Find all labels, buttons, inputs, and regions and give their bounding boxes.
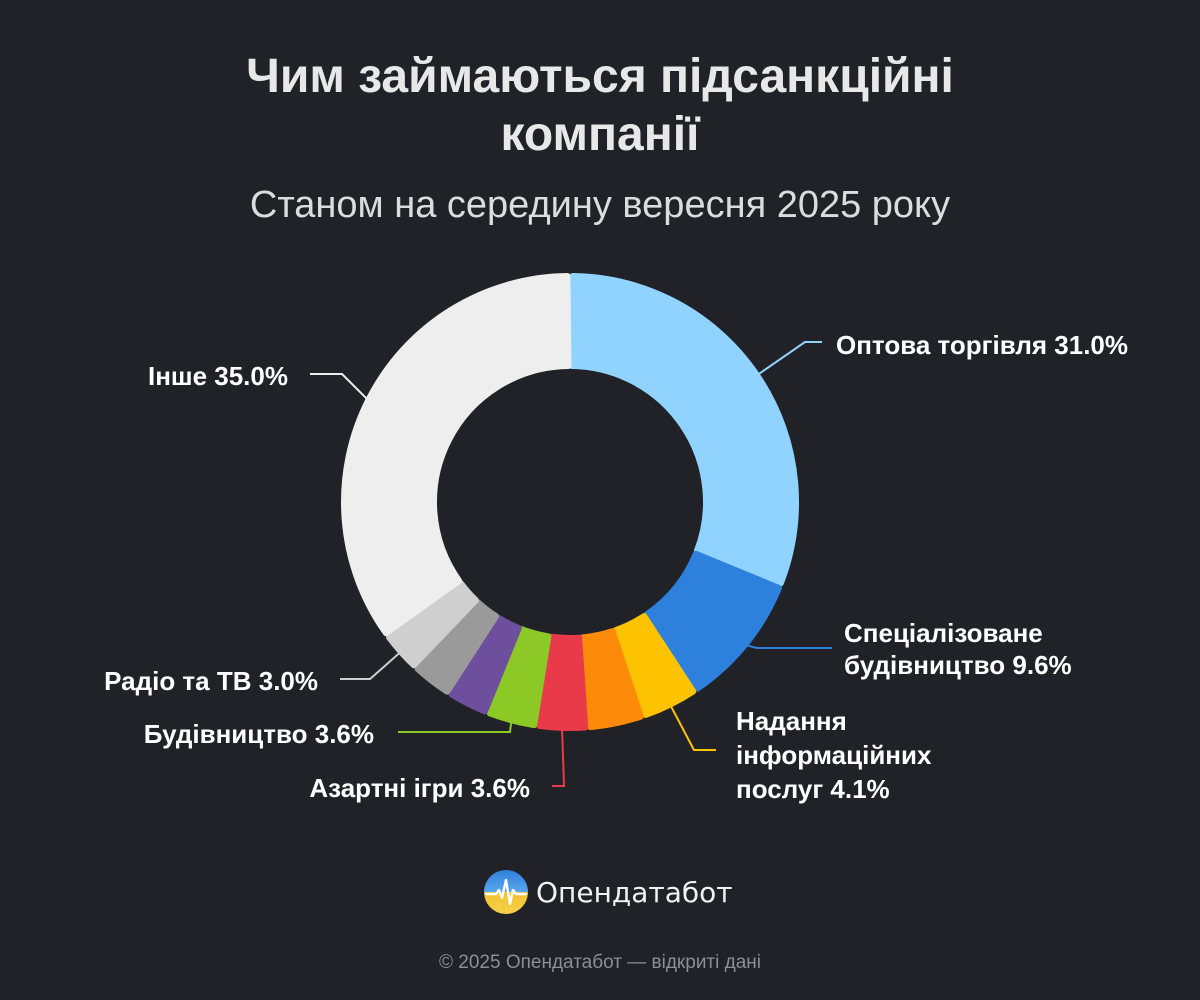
slice-будівництво [486,626,552,729]
slice-азартні-ігри [536,633,589,731]
leader-line-азартні-ігри [552,729,566,787]
slice-інше [341,273,572,637]
chart-subtitle: Станом на середину вересня 2025 року [249,184,951,226]
chart-title-line-1: Чим займаються підсанкційні [246,50,954,103]
labels-layer: Оптова торгівля 31.0% Спеціалізоване будів… [104,330,1128,804]
opendatabot-logo-icon [484,870,528,914]
slice-segment-3 [579,628,644,731]
chart-title: Чим займаються підсанкційні компанії [0,48,1200,164]
leader-lines-layer [310,341,832,787]
label-line: будівництво 9.6% [844,650,1072,680]
slices-layer [341,273,799,731]
label-line: Спеціалізоване [844,618,1043,648]
label-радіо-та-тв: Радіо та ТВ 3.0% [104,666,318,696]
label-інше: Інше 35.0% [148,361,288,391]
leader-line-інше [310,373,368,400]
label-азартні-ігри: Азартні ігри 3.6% [309,773,530,803]
label-line: Інше 35.0% [148,361,288,391]
label-line: послуг 4.1% [736,774,890,804]
leader-line-надання-інформаційних-послуг [670,705,716,751]
label-line: Надання [736,706,847,736]
leader-line-будівництво [398,722,513,733]
brand: Опендатабот [484,870,733,914]
slice-радіо-та-тв [385,580,480,669]
slice-segment-6 [448,614,522,715]
footer-copyright: © 2025 Опендатабот — відкриті дані [439,952,761,973]
label-line: Будівництво 3.6% [144,719,374,749]
leader-line-радіо-та-тв [340,652,400,680]
label-спеціалізоване-будівництво: Спеціалізоване будівництво 9.6% [844,618,1072,680]
leader-line-спеціалізоване-будівництво [746,644,832,649]
chart-title-line-2: компанії [500,108,700,161]
slice-спеціалізоване-будівництво [643,550,783,692]
label-line: Азартні ігри 3.6% [309,773,530,803]
label-line: інформаційних [736,740,932,770]
label-надання-інформаційних-послуг: Надання інформаційних послуг 4.1% [736,706,932,804]
label-будівництво: Будівництво 3.6% [144,719,374,749]
slice-надання-інформаційних-послуг [612,613,697,718]
leader-line-оптова-торгівля [758,341,822,375]
brand-name: Опендатабот [536,875,733,909]
label-оптова-торгівля: Оптова торгівля 31.0% [836,330,1128,360]
slice-segment-7 [414,599,500,695]
slice-оптова-торгівля [568,273,799,587]
label-line: Оптова торгівля 31.0% [836,330,1128,360]
label-line: Радіо та ТВ 3.0% [104,666,318,696]
